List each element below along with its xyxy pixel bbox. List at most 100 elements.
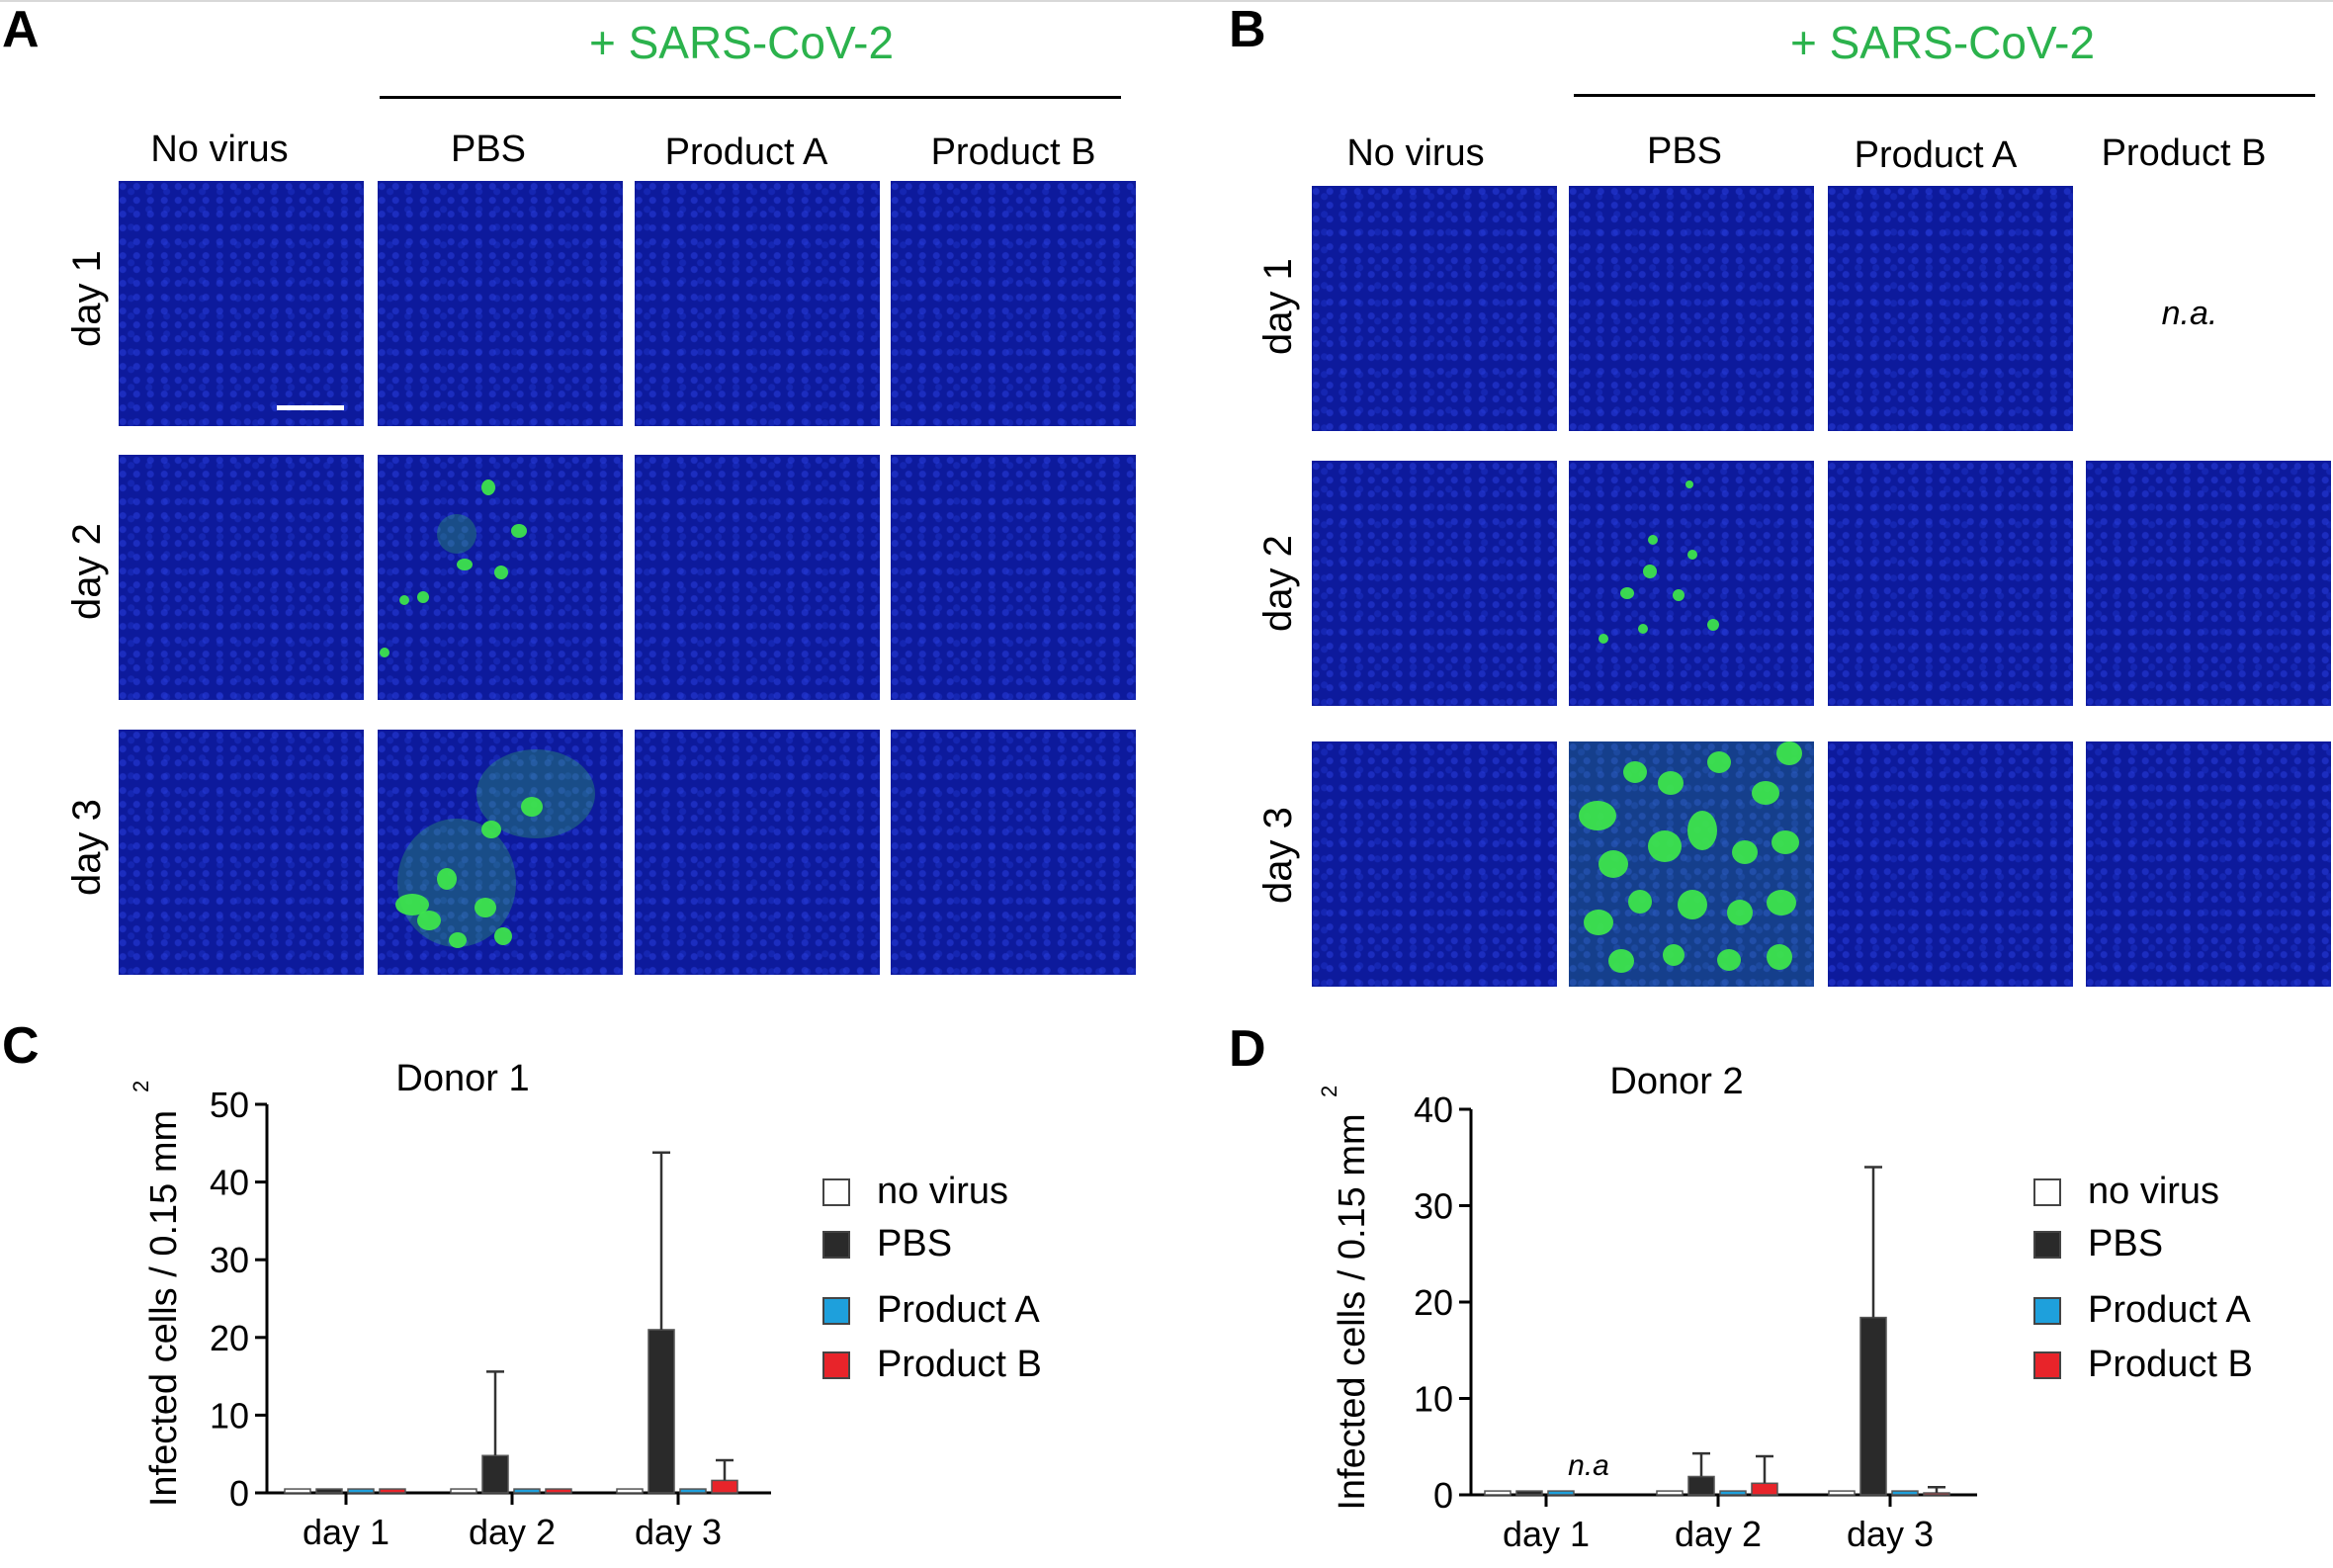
- bar: [1828, 1490, 1856, 1496]
- chart-title: Donor 2: [1609, 1061, 1743, 1102]
- bar: [1515, 1490, 1543, 1496]
- y-tick-label: 0: [1433, 1475, 1453, 1516]
- chart-title: Donor 1: [395, 1058, 529, 1099]
- legend-swatch: [2033, 1297, 2061, 1325]
- micrograph-b-day3-product-a: [1828, 741, 2073, 987]
- row-header: day 3: [1256, 807, 1300, 904]
- x-tick-label: day 2: [469, 1512, 556, 1552]
- y-tick-label: 30: [1414, 1186, 1453, 1227]
- column-header: Product B: [2101, 132, 2267, 174]
- virus-bracket-line-b: [1574, 94, 2315, 97]
- micrograph-a-day2-product-b: [891, 455, 1136, 700]
- bar: [711, 1479, 738, 1494]
- legend-label: no virus: [2088, 1171, 2219, 1212]
- bar: [1719, 1490, 1747, 1496]
- bar: [284, 1488, 311, 1494]
- x-tick-label: day 3: [1847, 1514, 1934, 1554]
- micrograph-a-day1-no-virus: [119, 181, 364, 426]
- virus-bracket-line-a: [380, 96, 1121, 99]
- y-tick-label: 10: [210, 1395, 249, 1436]
- not-available-annotation: n.a: [1568, 1449, 1609, 1482]
- micrograph-b-day1-no-virus: [1312, 186, 1557, 431]
- bar: [1891, 1490, 1919, 1496]
- column-header: Product A: [1854, 134, 2018, 176]
- y-tick-label: 50: [210, 1085, 249, 1125]
- x-tick-label: day 1: [302, 1512, 389, 1552]
- micrograph-b-day2-product-a: [1828, 461, 2073, 706]
- legend-label: Product A: [877, 1289, 1040, 1331]
- legend-label: Product A: [2088, 1289, 2251, 1331]
- row-header: day 3: [65, 799, 109, 896]
- y-tick-label: 40: [210, 1163, 249, 1203]
- micrograph-a-day3-pbs: [378, 730, 623, 975]
- micrograph-b-day3-pbs: [1569, 741, 1814, 987]
- legend-swatch: [822, 1351, 850, 1379]
- bar: [1484, 1490, 1512, 1496]
- x-tick-label: day 2: [1675, 1514, 1762, 1554]
- row-header: day 1: [65, 250, 109, 347]
- legend-swatch: [2033, 1351, 2061, 1379]
- micrograph-a-day3-product-a: [635, 730, 880, 975]
- top-rule: [0, 0, 2333, 2]
- panel-letter-d: D: [1229, 1020, 1266, 1078]
- legend-label: no virus: [877, 1171, 1008, 1212]
- legend-swatch: [2033, 1178, 2061, 1206]
- bar: [679, 1488, 707, 1494]
- bar: [648, 1329, 675, 1494]
- panel-letter-b: B: [1229, 1, 1266, 58]
- micrograph-a-day2-product-a: [635, 455, 880, 700]
- y-tick-label: 40: [1414, 1089, 1453, 1130]
- column-header: No virus: [150, 129, 289, 170]
- micrograph-b-day2-pbs: [1569, 461, 1814, 706]
- micrograph-b-day1-pbs: [1569, 186, 1814, 431]
- micrograph-b-day1-product-a: [1828, 186, 2073, 431]
- legend-swatch: [822, 1178, 850, 1206]
- not-available-label: n.a.: [2161, 295, 2218, 332]
- y-axis-label: Infected cells / 0.15 mm: [143, 1110, 185, 1507]
- y-tick-label: 20: [210, 1318, 249, 1358]
- column-header: PBS: [450, 129, 527, 170]
- y-tick-label: 10: [1414, 1379, 1453, 1420]
- y-axis-label-superscript: 2: [129, 1081, 153, 1092]
- micrograph-a-day1-product-a: [635, 181, 880, 426]
- row-header: day 2: [65, 523, 109, 620]
- bar: [1656, 1490, 1684, 1496]
- micrograph-a-day1-pbs: [378, 181, 623, 426]
- virus-label-b: + SARS-CoV-2: [1789, 17, 2096, 68]
- bar: [379, 1488, 406, 1494]
- legend-swatch: [2033, 1231, 2061, 1259]
- legend-label: Product B: [877, 1344, 1042, 1385]
- legend-swatch: [822, 1231, 850, 1259]
- row-header: day 1: [1256, 258, 1300, 355]
- x-tick-label: day 3: [635, 1512, 722, 1552]
- legend-swatch: [822, 1297, 850, 1325]
- legend-label: PBS: [2088, 1223, 2163, 1264]
- micrograph-b-day3-product-b: [2086, 741, 2331, 987]
- micrograph-b-day2-no-virus: [1312, 461, 1557, 706]
- y-axis-label: Infected cells / 0.15 mm: [1332, 1113, 1373, 1510]
- panel-letter-a: A: [2, 1, 40, 58]
- bar: [481, 1454, 509, 1494]
- micrograph-a-day1-product-b: [891, 181, 1136, 426]
- column-header: PBS: [1646, 131, 1723, 172]
- legend-label: Product B: [2088, 1344, 2253, 1385]
- column-header: No virus: [1346, 132, 1485, 174]
- micrograph-a-day3-product-b: [891, 730, 1136, 975]
- x-tick-label: day 1: [1503, 1514, 1590, 1554]
- micrograph-b-day3-no-virus: [1312, 741, 1557, 987]
- bar: [1687, 1475, 1715, 1496]
- bar: [347, 1488, 375, 1494]
- bar: [545, 1488, 572, 1494]
- column-header: Product A: [664, 131, 828, 173]
- bar: [616, 1488, 644, 1494]
- column-header: Product B: [930, 131, 1096, 173]
- bar: [1751, 1482, 1778, 1496]
- bar: [315, 1488, 343, 1494]
- y-tick-label: 0: [229, 1473, 249, 1514]
- bar: [1547, 1490, 1575, 1496]
- micrograph-a-day3-no-virus: [119, 730, 364, 975]
- scale-bar: [277, 405, 344, 410]
- bar: [1859, 1316, 1887, 1496]
